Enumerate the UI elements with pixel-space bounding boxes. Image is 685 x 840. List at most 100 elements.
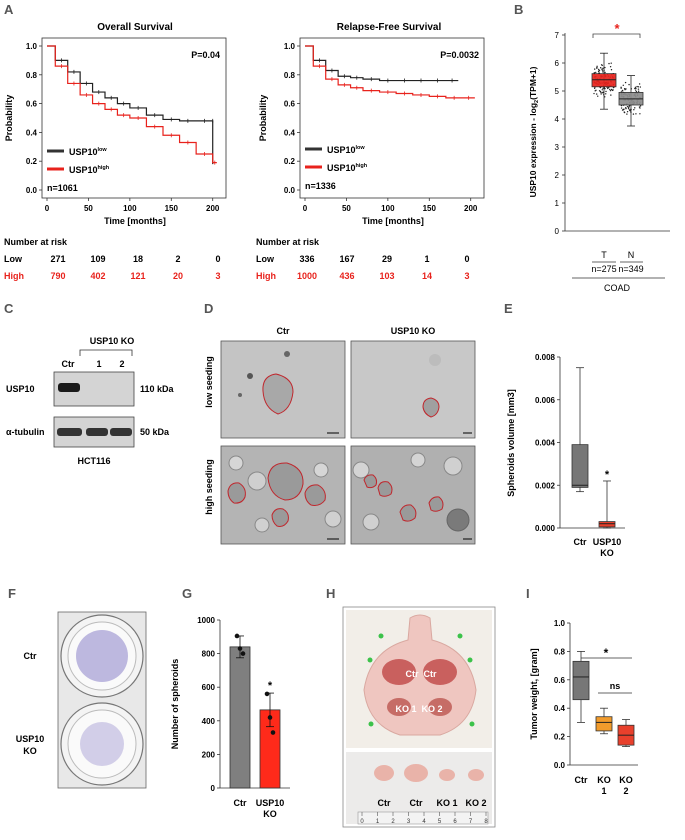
b-ytick-label: 3 xyxy=(555,143,560,152)
h-mouse-label-3: KO 1 xyxy=(395,704,416,714)
svg-text:USP10high: USP10high xyxy=(69,165,110,175)
g-ytick-label: 600 xyxy=(202,683,216,692)
c-group-bracket xyxy=(79,349,133,356)
os-pvalue: P=0.04 xyxy=(191,50,220,60)
b-jitter-point xyxy=(638,83,641,85)
b-jitter-point xyxy=(601,91,604,94)
b-jitter-point xyxy=(634,87,636,90)
i-x-ctr: Ctr xyxy=(575,775,588,785)
rfs-risk-high-cell: 3 xyxy=(464,271,469,281)
os-risk-low-cell: 271 xyxy=(50,254,65,264)
b-jitter-point xyxy=(628,83,630,86)
os-risk-low-cell: 0 xyxy=(215,254,220,264)
panel-label-f: F xyxy=(8,586,16,601)
f-row-ctr: Ctr xyxy=(24,651,37,661)
spheroid-micrographs: Ctr USP10 KO low seeding high seeding xyxy=(204,326,476,545)
d-cell xyxy=(410,452,426,468)
rfs-ytick-label: 0.8 xyxy=(284,71,296,80)
b-jitter-point xyxy=(599,90,602,93)
os-ytick-label: 0.8 xyxy=(26,71,38,80)
b-ytick-label: 2 xyxy=(555,171,560,180)
h-excised-tumor-4 xyxy=(468,769,484,781)
b-jitter-point xyxy=(595,93,598,95)
c-tubulin-band-3 xyxy=(110,428,132,436)
d-col-ctr: Ctr xyxy=(277,326,290,336)
os-risk-high-cell: 3 xyxy=(215,271,220,281)
b-t-count: n=275 xyxy=(591,264,616,274)
d-cell xyxy=(247,373,253,379)
h-mouse-label-1: Ctr xyxy=(406,669,419,679)
rfs-risk-low-cell: 1 xyxy=(424,254,429,264)
b-jitter-point xyxy=(626,113,628,115)
h-excised-tumor-1 xyxy=(374,765,394,781)
b-jitter-point xyxy=(628,109,631,111)
rfs-ytick-label: 0.2 xyxy=(284,157,296,166)
h-pin xyxy=(467,657,473,663)
g-data-point xyxy=(264,691,270,697)
g-ylabel: Number of spheroids xyxy=(170,659,180,750)
b-jitter-point xyxy=(601,64,603,67)
b-jitter-point xyxy=(638,106,641,108)
b-ylabel: USP10 expression - log xyxy=(528,103,538,197)
os-risk-low-cell: 2 xyxy=(175,254,180,264)
b-jitter-point xyxy=(609,88,611,91)
b-jitter-point xyxy=(596,67,598,69)
rfs-risk-low-cell: 29 xyxy=(382,254,392,264)
os-risk-high-cell: 790 xyxy=(50,271,65,281)
h-ruler-label: 0 xyxy=(360,819,364,825)
h-ruler-body xyxy=(357,811,489,825)
h-excised-tumor-3 xyxy=(439,769,455,781)
b-sig-bracket xyxy=(592,33,641,38)
e-x-ko-1: USP10 xyxy=(593,537,622,547)
rfs-ytick-label: 0.0 xyxy=(284,186,296,195)
b-jitter-point xyxy=(621,90,623,92)
b-jitter-point xyxy=(639,113,641,115)
b-jitter-point xyxy=(622,108,624,111)
d-row-high: high seeding xyxy=(204,459,214,515)
h-ruler-label: 5 xyxy=(438,819,442,825)
b-jitter-point xyxy=(637,86,640,88)
b-jitter-point xyxy=(602,87,604,89)
e-x-ko-2: KO xyxy=(600,548,614,558)
d-spheroid-outline xyxy=(271,508,289,527)
d-cell xyxy=(313,462,329,478)
g-bar-ctr xyxy=(229,646,251,789)
os-risk-title: Number at risk xyxy=(4,237,68,247)
b-jitter-point xyxy=(609,66,612,68)
h-ruler-label: 3 xyxy=(407,819,411,825)
b-jitter-point xyxy=(627,108,630,110)
b-jitter-point xyxy=(594,68,596,70)
h-pin xyxy=(469,721,475,727)
g-ytick-label: 1000 xyxy=(197,616,215,625)
os-legend-high-sup: high xyxy=(98,165,110,171)
rfs-ytick-label: 0.4 xyxy=(284,128,296,137)
d-cell xyxy=(446,508,470,532)
b-jitter-point xyxy=(595,71,597,74)
svg-text:USP10low: USP10low xyxy=(69,147,107,157)
i-sig-star: * xyxy=(604,646,609,660)
h-ruler-label: 7 xyxy=(469,819,473,825)
rfs-legend-low: USP10 xyxy=(327,145,356,155)
g-data-point xyxy=(234,633,240,639)
os-legend-low-sup: low xyxy=(98,147,108,153)
c-lane-ctr: Ctr xyxy=(62,359,75,369)
rfs-n: n=1336 xyxy=(305,181,336,191)
b-xlabel: COAD xyxy=(604,283,631,293)
b-ylabel-end: (TPM+1) xyxy=(528,66,538,99)
b-jitter-point xyxy=(595,89,597,92)
b-jitter-point xyxy=(601,68,603,70)
rfs-risk-high-cell: 14 xyxy=(422,271,432,281)
b-jitter-point xyxy=(639,86,642,88)
os-risk-high-label: High xyxy=(4,271,24,281)
b-jitter-point xyxy=(626,105,629,108)
d-spheroid-outline xyxy=(262,373,294,415)
b-jitter-point xyxy=(635,87,637,90)
os-risk-low-cell: 109 xyxy=(90,254,105,264)
h-mouse-label-4: KO 2 xyxy=(421,704,442,714)
os-frame xyxy=(41,37,227,199)
e-x-ctr: Ctr xyxy=(574,537,587,547)
h-ruler-label: 1 xyxy=(376,819,380,825)
os-risk-high-cell: 20 xyxy=(173,271,183,281)
b-jitter-point xyxy=(596,65,598,68)
